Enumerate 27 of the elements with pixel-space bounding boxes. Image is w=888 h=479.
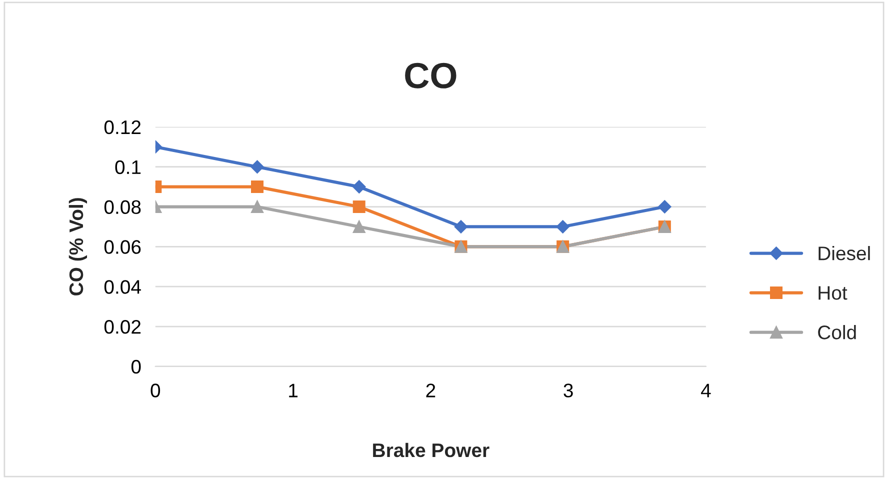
legend-label: Hot [818, 286, 848, 300]
y-tick-label: 0.12 [104, 120, 141, 134]
y-tick-label: 0.04 [104, 280, 141, 294]
point [454, 220, 468, 234]
point [658, 200, 672, 214]
x-tick-label: 3 [564, 384, 573, 398]
legend-label: Cold [818, 325, 856, 340]
point [251, 180, 264, 194]
point [352, 220, 366, 233]
x-axis-title: Brake Power [373, 442, 490, 458]
y-tick-label: 0 [131, 360, 141, 374]
point [556, 220, 570, 234]
x-tick-label: 1 [289, 384, 298, 398]
point [352, 180, 366, 194]
y-tick-label: 0.1 [115, 160, 141, 174]
point [251, 200, 264, 214]
x-tick-label: 4 [701, 384, 711, 398]
point [352, 200, 366, 214]
legend-label: Diesel [818, 246, 870, 260]
point [250, 160, 264, 174]
y-tick-label: 0.08 [104, 200, 141, 214]
y-tick-label: 0.06 [104, 240, 141, 254]
y-tick-label: 0.02 [104, 320, 141, 334]
x-tick-label: 2 [426, 384, 436, 398]
x-tick-label: 0 [150, 384, 160, 398]
chart-title: CO [405, 62, 456, 88]
y-axis-title: CO (% Vol) [68, 198, 88, 296]
